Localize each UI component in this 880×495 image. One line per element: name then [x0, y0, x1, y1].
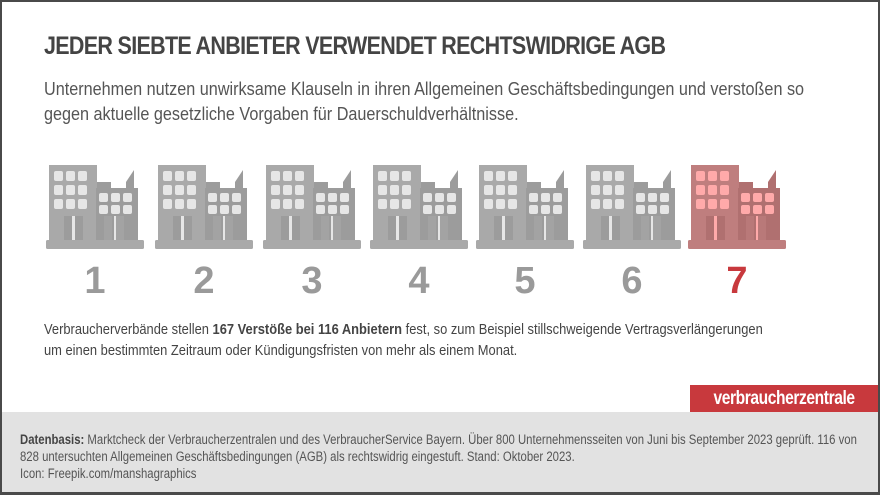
footer: Datenbasis: Marktcheck der Verbraucherze… [2, 412, 878, 492]
building-item [155, 162, 253, 252]
building-icon [688, 165, 786, 249]
footer-label: Datenbasis: [20, 432, 85, 447]
building-icon [583, 165, 681, 249]
summary-post: fest, so zum Beispiel stillschweigende V… [44, 321, 763, 359]
building-icon [476, 165, 574, 249]
building-number: 7 [726, 260, 748, 302]
building-number: 5 [514, 260, 536, 302]
building-item [476, 162, 574, 252]
summary-pre: Verbraucherverbände stellen [44, 321, 213, 338]
building-item [583, 162, 681, 252]
building-item [263, 162, 361, 252]
footer-source: Marktcheck der Verbraucherzentralen und … [20, 432, 857, 464]
building-item [688, 162, 786, 252]
icon-credit: Icon: Freepik.com/manshagraphics [20, 466, 197, 481]
summary-text: Verbraucherverbände stellen 167 Verstöße… [44, 319, 784, 361]
brand-logo: verbraucherzentrale [689, 385, 878, 412]
building-row: 1 2 [2, 162, 878, 302]
footer-text: Datenbasis: Marktcheck der Verbraucherze… [20, 431, 860, 482]
building-item [46, 162, 144, 252]
subtitle: Unternehmen nutzen unwirksame Klauseln i… [44, 79, 805, 124]
summary-highlight: 167 Verstöße bei 116 Anbietern [212, 321, 403, 338]
building-number: 4 [408, 260, 430, 302]
building-number: 2 [193, 260, 215, 302]
building-item [370, 162, 468, 252]
building-icon [263, 165, 361, 249]
building-icon [155, 165, 253, 249]
building-number: 1 [84, 260, 106, 302]
building-icon [46, 165, 144, 249]
building-number: 6 [621, 260, 643, 302]
page-title: JEDER SIEBTE ANBIETER VERWENDET RECHTSWI… [44, 32, 666, 60]
building-number: 3 [301, 260, 323, 302]
brand-label: verbraucherzentrale [713, 388, 855, 409]
building-icon [370, 165, 468, 249]
